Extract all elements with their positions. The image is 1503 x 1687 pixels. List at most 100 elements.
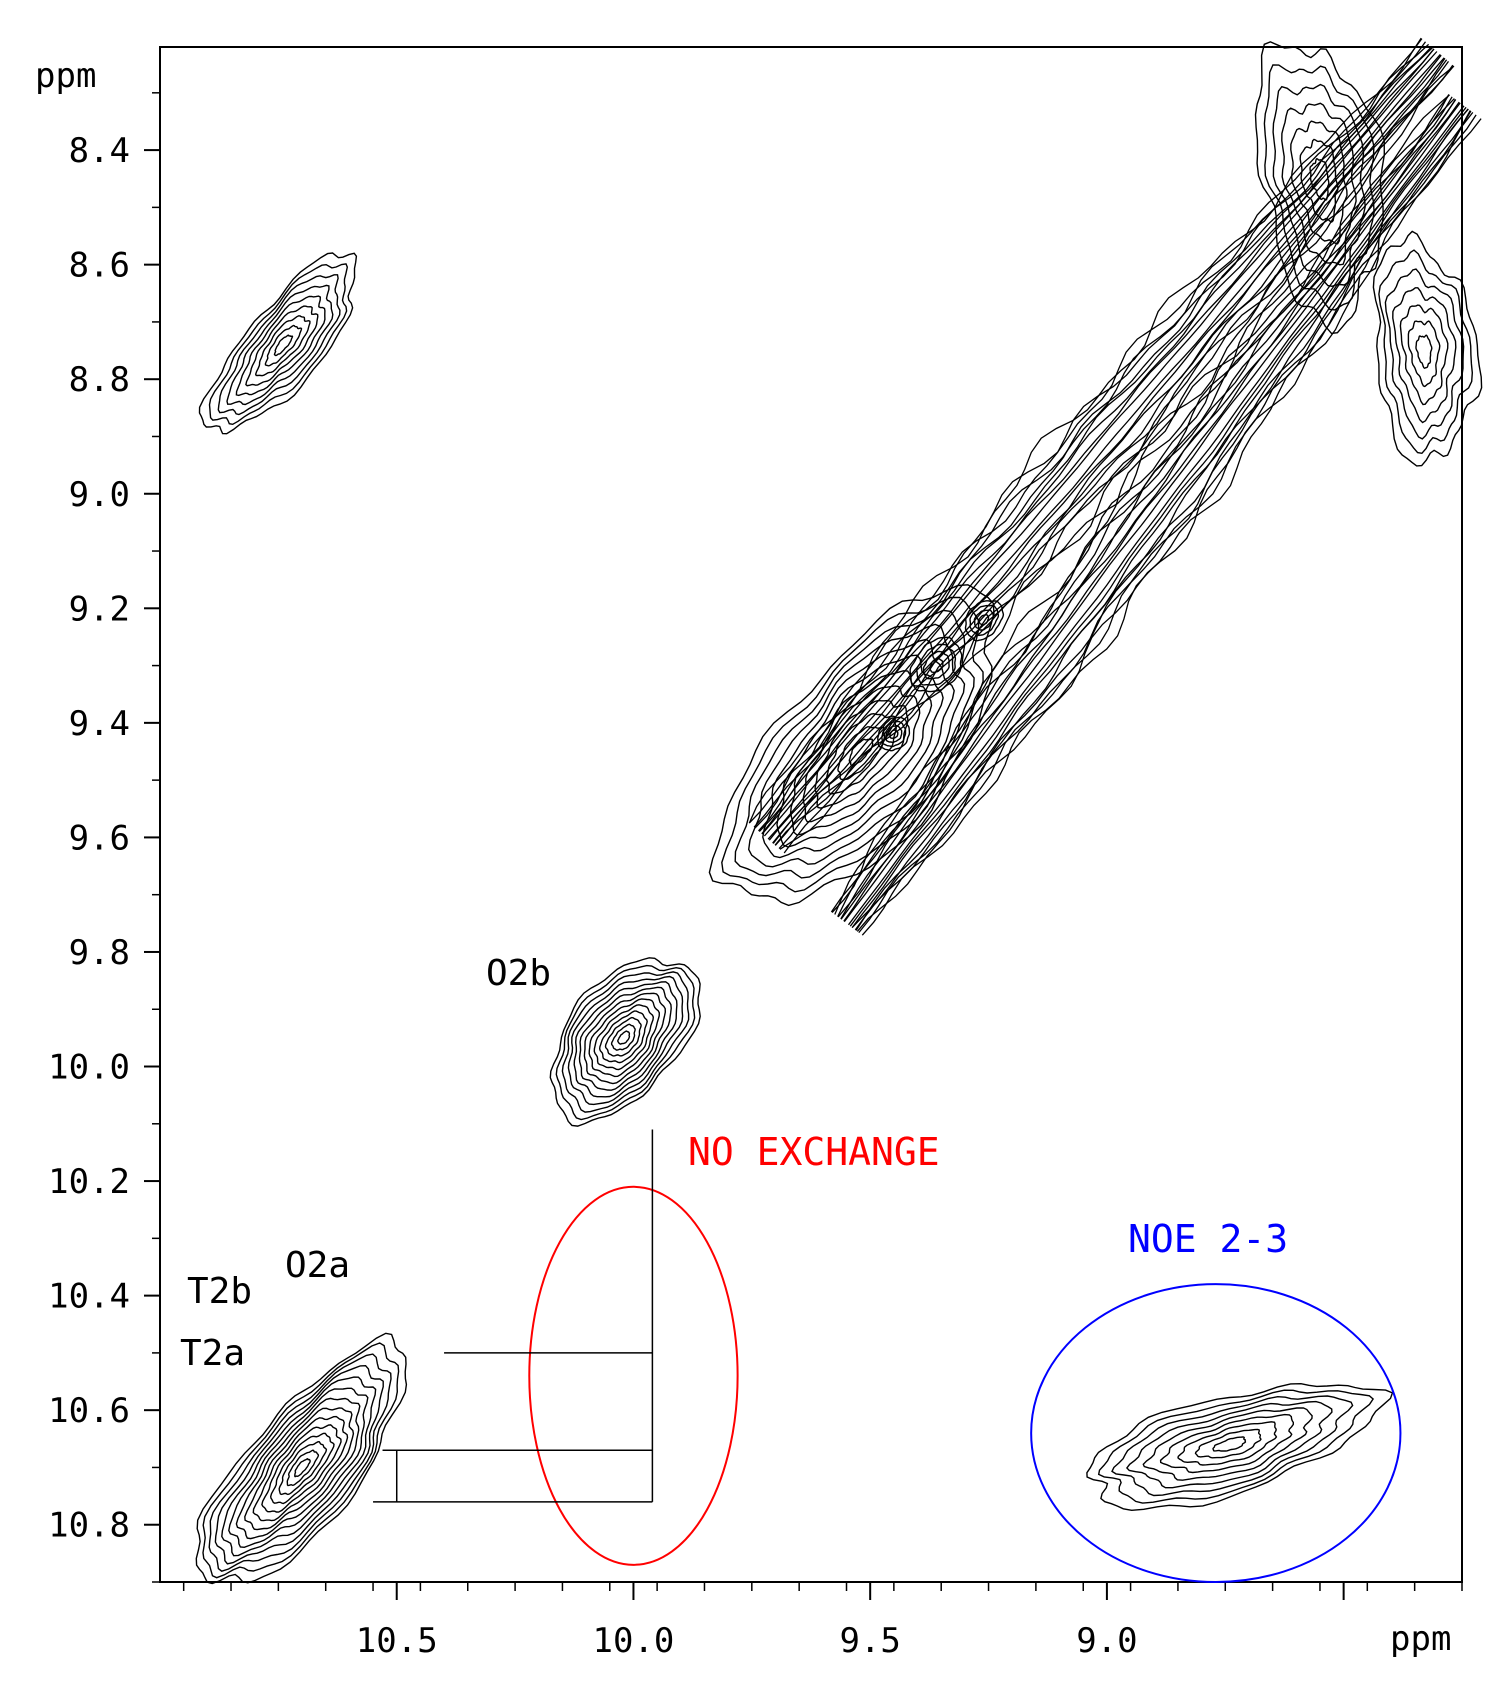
x-tick-label: 9.0 — [1076, 1621, 1137, 1661]
contour-line — [754, 43, 1430, 829]
contour-line — [561, 971, 690, 1113]
contour-line — [1299, 138, 1339, 223]
contour-line — [837, 726, 886, 781]
contour-line — [1097, 1389, 1375, 1504]
contour-line — [264, 324, 303, 367]
y-tick-label: 10.4 — [48, 1277, 130, 1317]
contour-line — [1384, 268, 1465, 440]
contour-line — [768, 54, 1442, 841]
contour-line — [776, 654, 944, 848]
contour-line — [978, 614, 990, 626]
y-tick-label: 9.0 — [69, 475, 130, 515]
contour-line — [202, 1342, 400, 1579]
contour-line — [830, 94, 1450, 913]
axis-ticks: 10.5 10.0 9.5 9.0 8.4 8.6 8.8 9.0 9.2 9.4 9.6 9.8 10… — [48, 92, 1463, 1661]
contour-line — [208, 263, 349, 426]
contour-line — [856, 112, 1474, 932]
y-axis-label: ppm — [35, 56, 96, 96]
contour-line — [909, 636, 963, 693]
contour-line — [789, 670, 933, 836]
contour-diagonal-cluster — [708, 584, 995, 907]
contour-line — [747, 623, 966, 868]
contour-line — [294, 1458, 311, 1478]
no-exchange-ellipse — [528, 1185, 739, 1566]
contour-line — [278, 1440, 328, 1496]
contour-line — [889, 729, 899, 740]
contour-line — [734, 609, 975, 879]
peak-label-T2b: T2b — [187, 1271, 252, 1312]
y-tick-label: 10.6 — [48, 1391, 130, 1431]
contour-line — [774, 61, 1450, 846]
contour-line — [885, 725, 903, 744]
annotation-no-exchange: NO EXCHANGE — [688, 1130, 940, 1174]
contour-line — [254, 315, 311, 377]
contour-line — [814, 699, 909, 809]
contour-layer — [195, 37, 1483, 1585]
contour-line — [849, 106, 1467, 927]
contour-line — [555, 964, 696, 1121]
contour-line — [973, 609, 995, 631]
contour-line — [217, 274, 341, 416]
contour-line — [767, 53, 1441, 840]
contour-line — [847, 105, 1465, 926]
contour-line — [1142, 1407, 1313, 1481]
contour-line — [273, 334, 294, 357]
contour-line — [1281, 102, 1357, 266]
contour-cross-NOE — [1086, 1382, 1394, 1512]
y-tick-label: 9.6 — [69, 818, 130, 858]
contour-line — [221, 1376, 377, 1557]
contour-line — [286, 1449, 320, 1487]
contour-line — [573, 981, 678, 1098]
contour-line — [1111, 1395, 1354, 1497]
y-tick-label: 10.0 — [48, 1048, 130, 1088]
contour-line — [1290, 120, 1348, 245]
contour-line — [610, 1023, 636, 1051]
contour-line — [840, 99, 1457, 920]
contour-line — [228, 1387, 369, 1549]
contour-line — [252, 1415, 349, 1522]
plot-frame — [159, 46, 1463, 1583]
contour-line — [1399, 304, 1449, 406]
contour-line — [1407, 320, 1441, 388]
contour-line — [840, 99, 1457, 920]
contour-line — [1194, 1428, 1262, 1459]
contour-line — [858, 114, 1477, 934]
contour-line — [604, 1016, 642, 1057]
contour-line — [881, 720, 907, 748]
contour-line — [583, 992, 667, 1085]
y-tick-label: 10.8 — [48, 1506, 130, 1546]
contour-line — [837, 96, 1453, 917]
contour-line — [598, 1010, 648, 1064]
contour-line — [848, 738, 874, 767]
contour-line — [851, 108, 1469, 928]
contour-diagonal-upper — [748, 37, 1455, 854]
contour-line — [825, 712, 897, 795]
contour-line — [877, 716, 911, 752]
contour-line — [269, 1432, 335, 1505]
contour-line — [1159, 1413, 1294, 1474]
peak-label-O2a: O2a — [285, 1245, 350, 1286]
contour-line — [1372, 230, 1483, 467]
contour-line — [721, 596, 984, 893]
contour-line — [969, 604, 1000, 637]
contour-line — [1177, 1421, 1278, 1466]
contour-line — [244, 1407, 355, 1531]
contour-line — [1212, 1436, 1247, 1452]
y-tick-label: 10.2 — [48, 1162, 130, 1202]
contour-line — [1254, 41, 1386, 335]
peak-label-T2a: T2a — [180, 1333, 245, 1374]
contour-line — [1309, 157, 1330, 201]
contour-line — [578, 986, 672, 1091]
contour-line — [762, 638, 955, 859]
x-tick-label: 9.5 — [839, 1621, 900, 1661]
contour-peak-9.26 — [964, 600, 1005, 642]
contour-line — [772, 57, 1446, 844]
contour-line — [235, 295, 326, 397]
y-tick-label: 8.4 — [69, 131, 130, 171]
contour-line — [588, 998, 661, 1078]
contour-peak-9.35 — [909, 636, 963, 693]
y-tick-label: 8.8 — [69, 360, 130, 400]
contour-line — [245, 305, 319, 387]
contour-line — [261, 1424, 342, 1513]
